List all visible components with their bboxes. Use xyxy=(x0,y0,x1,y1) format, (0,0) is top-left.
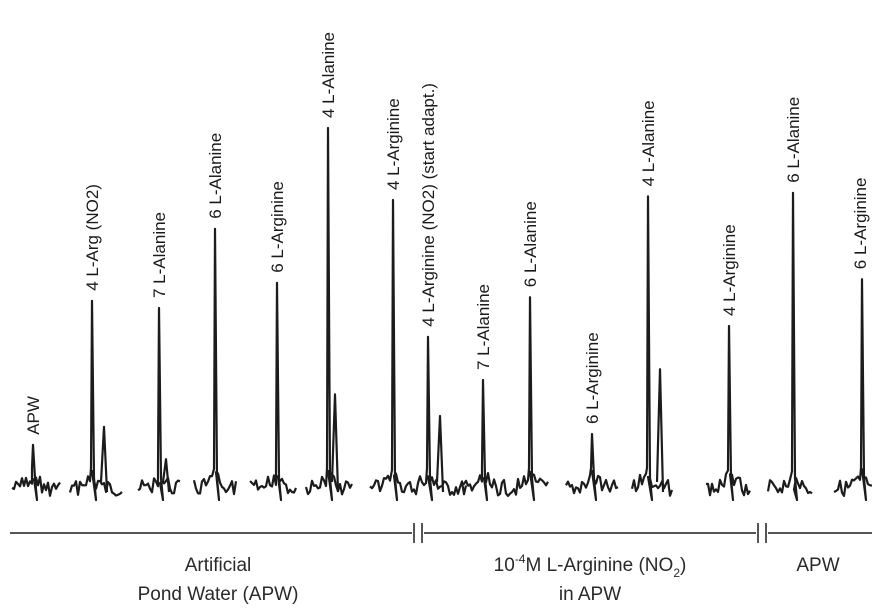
response-trace-bump xyxy=(330,393,340,493)
response-trace-segment xyxy=(249,281,298,502)
trace-group xyxy=(11,126,872,502)
condition-label-arginine-line1: 10-4M L-Arginine (NO2) xyxy=(494,552,687,580)
condition-label-arginine-line2: in APW xyxy=(559,584,621,605)
stimulus-label-group: APW 4 L-Arg (NO2) 7 L-Alanine 6 L-Alanine 6 … xyxy=(24,32,870,435)
response-trace-segment xyxy=(766,191,813,502)
condition-label-apw-line1: Artificial xyxy=(185,555,252,576)
response-trace-segment xyxy=(630,195,674,502)
response-trace-segment xyxy=(565,432,619,502)
stimulus-label: 4 L-Arginine xyxy=(384,98,403,190)
stimulus-label: 6 L-Arginine xyxy=(268,181,287,273)
condition-label-arginine-part: M L-Arginine (NO xyxy=(525,555,673,576)
response-trace-segment xyxy=(705,324,751,502)
condition-label-apw-recovery: APW xyxy=(796,555,839,576)
stimulus-label: 4 L-Arginine (NO2) (start adapt.) xyxy=(419,83,438,327)
condition-label-arginine-sup: -4 xyxy=(515,552,526,566)
condition-labels: Artificial Pond Water (APW) 10-4M L-Argi… xyxy=(138,552,840,605)
stimulus-label: 4 L-Alanine xyxy=(639,100,658,186)
response-trace-segment xyxy=(11,443,61,502)
response-trace-segment xyxy=(137,306,181,502)
stimulus-label: 7 L-Alanine xyxy=(474,284,493,370)
condition-label-arginine-sub: 2 xyxy=(673,566,680,580)
condition-label-apw-line2: Pond Water (APW) xyxy=(138,584,299,605)
stimulus-label: 7 L-Alanine xyxy=(150,212,169,298)
stimulus-label: APW xyxy=(24,396,43,435)
stimulus-label: 4 L-Alanine xyxy=(319,32,338,118)
response-trace-bump xyxy=(161,458,171,493)
stimulus-label: 6 L-Arginine xyxy=(583,332,602,424)
stimulus-label: 6 L-Alanine xyxy=(206,133,225,219)
condition-axis xyxy=(10,523,872,543)
stimulus-label: 6 L-Arginine xyxy=(851,178,870,270)
stimulus-label: 4 L-Arginine xyxy=(720,224,739,316)
condition-label-arginine-part: ) xyxy=(680,555,686,576)
response-trace-segment xyxy=(833,278,872,502)
response-trace-segment xyxy=(369,198,468,502)
response-trace-segment xyxy=(68,299,123,502)
response-trace-segment xyxy=(461,296,549,502)
response-trace-segment xyxy=(192,227,238,502)
response-trace-bump xyxy=(655,368,665,493)
response-trace-segment xyxy=(304,126,353,502)
condition-label-arginine-part: 10 xyxy=(494,555,515,576)
stimulus-label: 6 L-Alanine xyxy=(521,201,540,287)
response-trace-bump xyxy=(435,414,445,493)
stimulus-label: 6 L-Alanine xyxy=(784,97,803,183)
stimulus-label: 4 L-Arg (NO2) xyxy=(83,184,102,291)
response-trace-bump xyxy=(99,425,109,493)
